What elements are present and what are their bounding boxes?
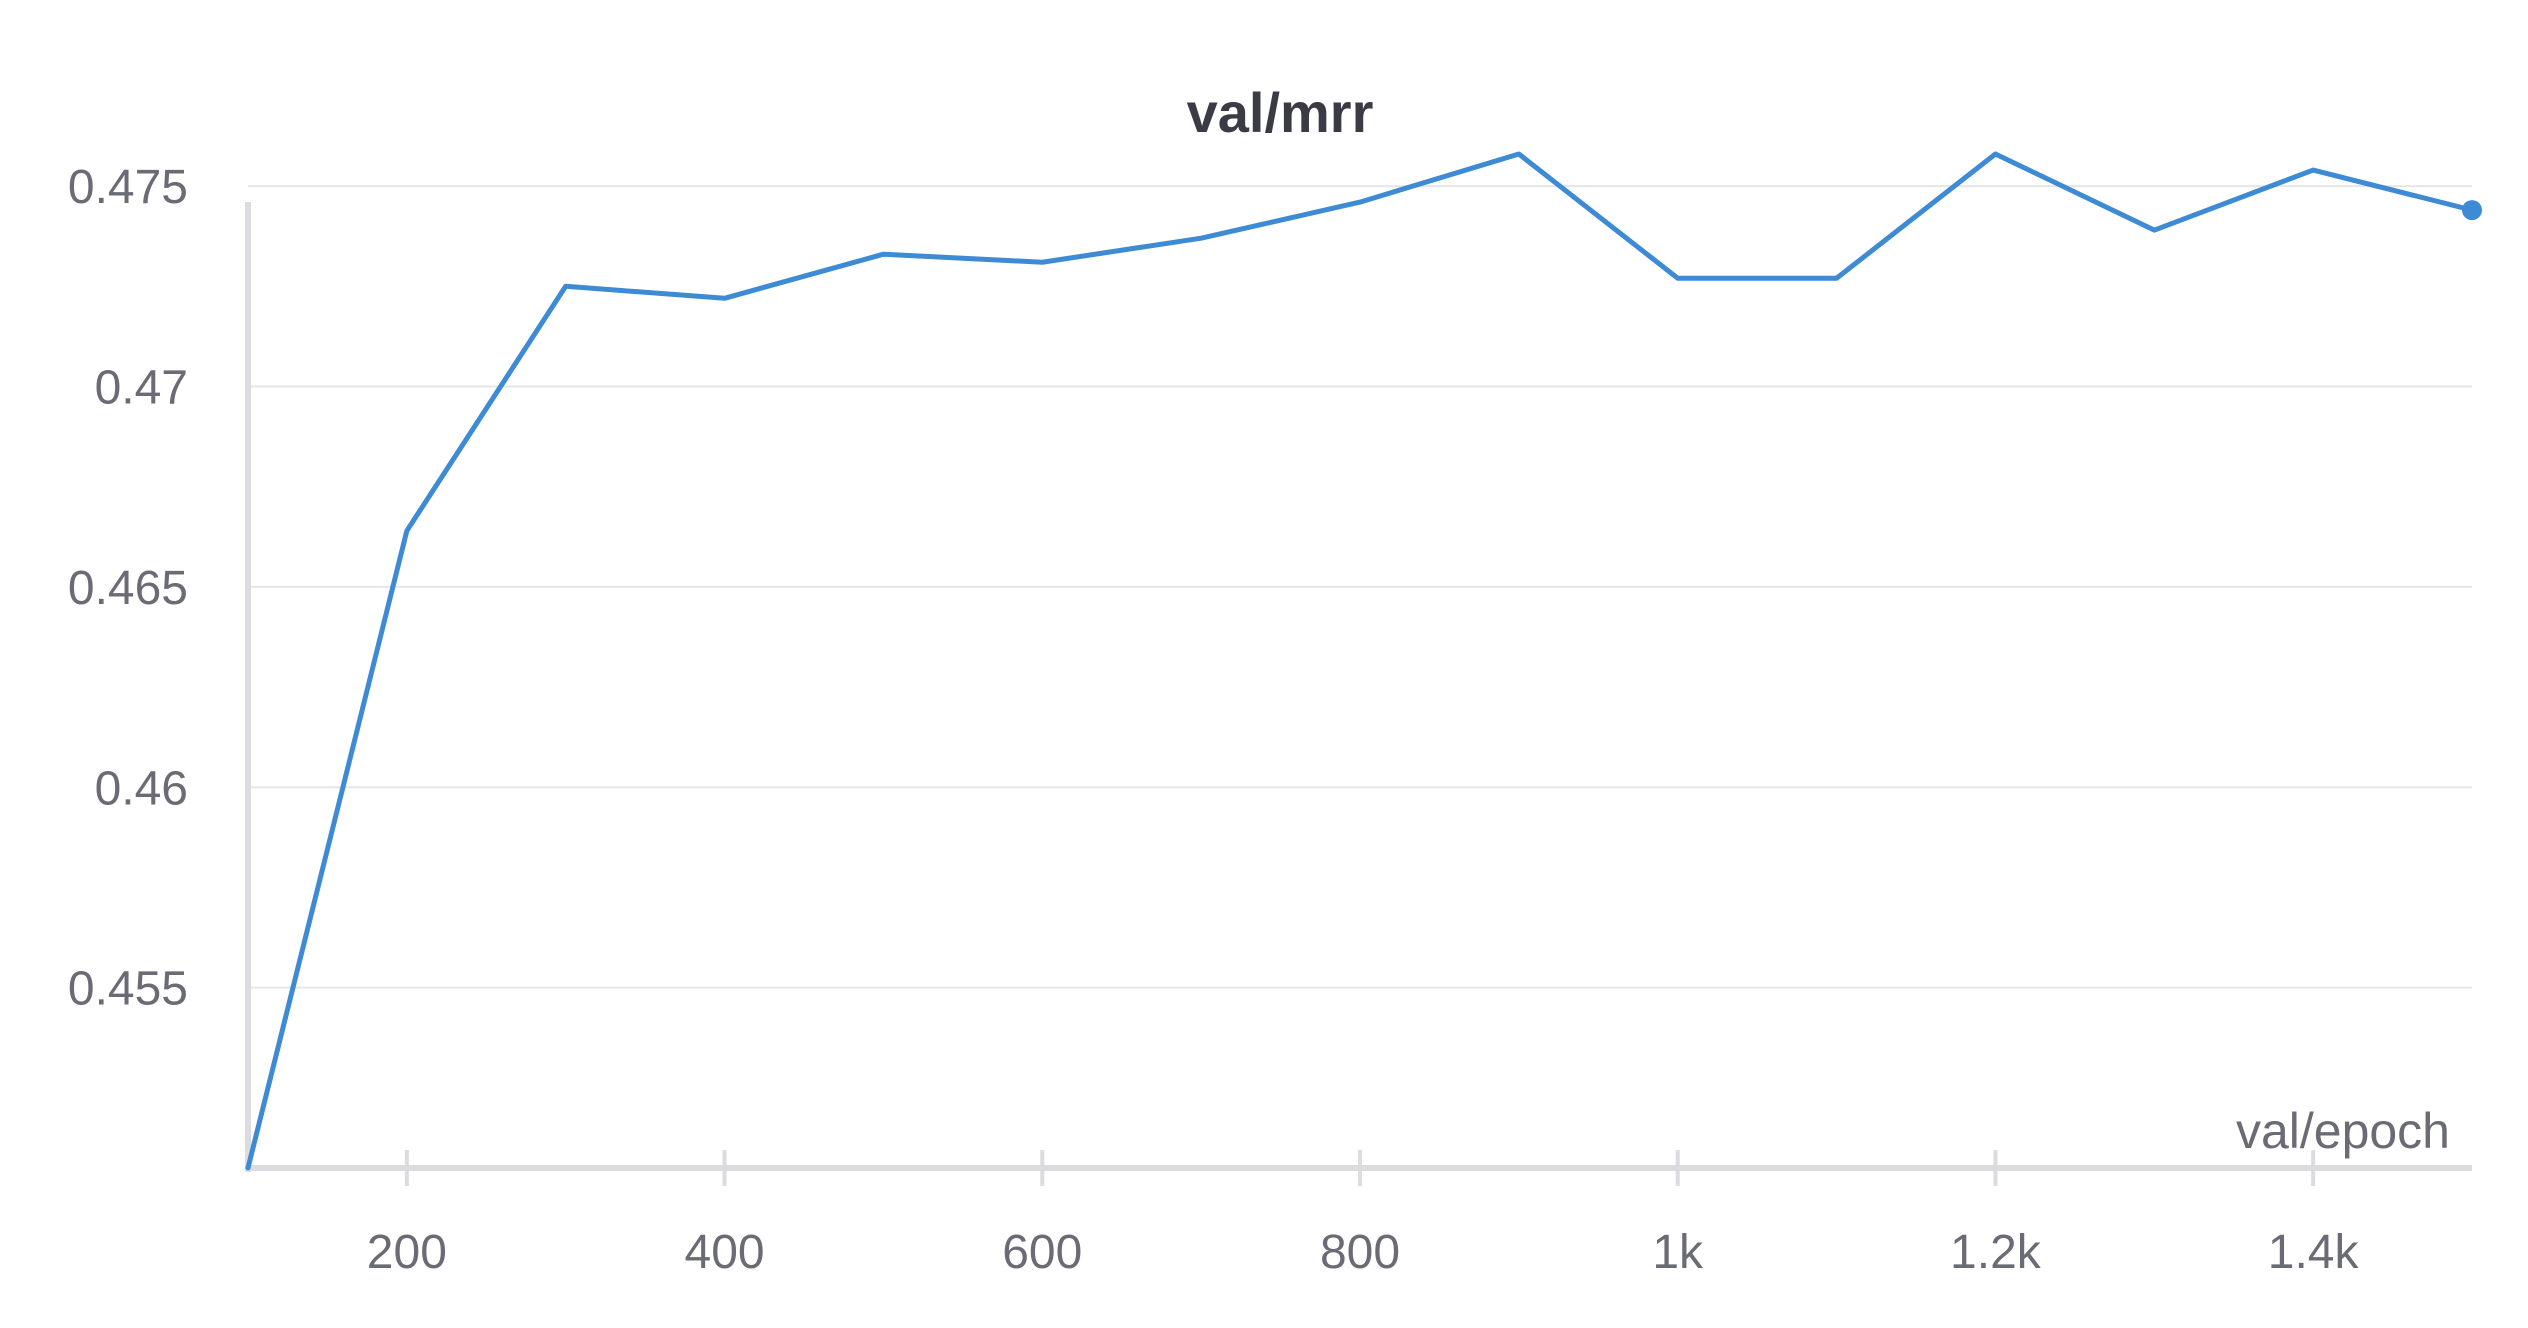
series-layer [245, 151, 2482, 1171]
axis-layer: 0.455 0.46 0.465 0.47 0.475 200 400 600 800 1k 1.2… [68, 161, 2472, 1279]
y-tick-label: 0.465 [68, 562, 188, 615]
x-tick-label: 1.4k [2268, 1226, 2360, 1279]
series-endpoint-marker [2462, 200, 2482, 221]
y-tick-label: 0.475 [68, 161, 188, 214]
x-tick-label: 1.2k [1950, 1226, 2042, 1279]
series-line [245, 151, 2475, 1171]
x-tick-label: 600 [1002, 1226, 1082, 1279]
x-tick-label: 200 [367, 1226, 447, 1279]
x-axis-label: val/epoch [2236, 1103, 2450, 1159]
chart-title: val/mrr [1187, 81, 1374, 144]
x-tick-label: 800 [1320, 1226, 1400, 1279]
x-tick-label: 1k [1652, 1226, 1704, 1279]
y-tick-label: 0.455 [68, 963, 188, 1016]
y-tick-label: 0.47 [95, 361, 188, 414]
y-tick-label: 0.46 [95, 762, 188, 815]
x-tick-label: 400 [685, 1226, 765, 1279]
grid-layer [248, 185, 2472, 989]
